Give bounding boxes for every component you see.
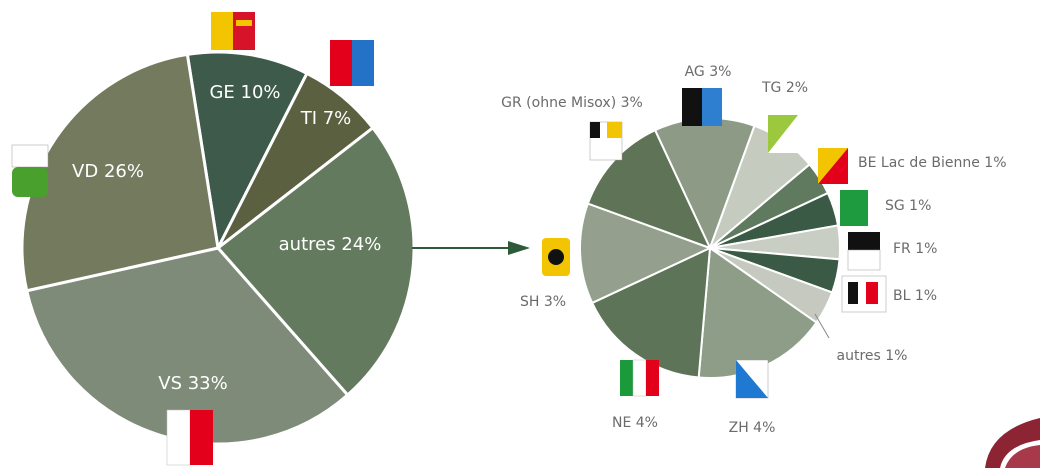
slice-label: VD 26% (72, 161, 144, 182)
slice-label: GR (ohne Misox) 3% (501, 95, 643, 111)
flag-sg (840, 190, 868, 226)
slice-label: TG 2% (761, 80, 808, 96)
flag-bl (841, 275, 887, 313)
slice-label: TI 7% (300, 108, 352, 129)
slice-label: NE 4% (612, 415, 658, 431)
slice-label: BE Lac de Bienne 1% (858, 155, 1007, 171)
slice-label: autres 1% (837, 348, 908, 364)
slice-label: autres 24% (279, 234, 382, 255)
flag-vs (166, 409, 213, 466)
flag-ge (211, 12, 255, 50)
slice-label: AG 3% (685, 64, 732, 80)
slice-label: FR 1% (893, 241, 937, 257)
flag-ne (620, 359, 659, 397)
leader-line (814, 313, 830, 339)
flag-ti (330, 40, 374, 86)
slice-label: SH 3% (520, 294, 566, 310)
flag-sh (542, 238, 570, 276)
pies (20, 50, 841, 446)
slice-label: BL 1% (893, 288, 937, 304)
pie-slice (185, 50, 309, 253)
flag-fr (847, 232, 881, 271)
flag-be (818, 148, 848, 184)
arrow-head (508, 241, 530, 255)
flags (11, 12, 887, 466)
flag-ag (682, 88, 722, 126)
flag-tg (768, 115, 798, 153)
flag-zh (735, 359, 769, 399)
pie-slice (215, 125, 416, 398)
pie-slice (24, 246, 350, 446)
flag-gr (589, 121, 623, 161)
flag-vd (11, 144, 49, 197)
pie-slice (590, 246, 712, 379)
slice-label: GE 10% (209, 82, 280, 103)
slice-label: SG 1% (885, 198, 931, 214)
logo (985, 418, 1040, 468)
slice-label: ZH 4% (729, 420, 776, 436)
pie-slice (579, 202, 713, 305)
slice-label: VS 33% (158, 373, 227, 394)
pie-slice (20, 52, 220, 293)
